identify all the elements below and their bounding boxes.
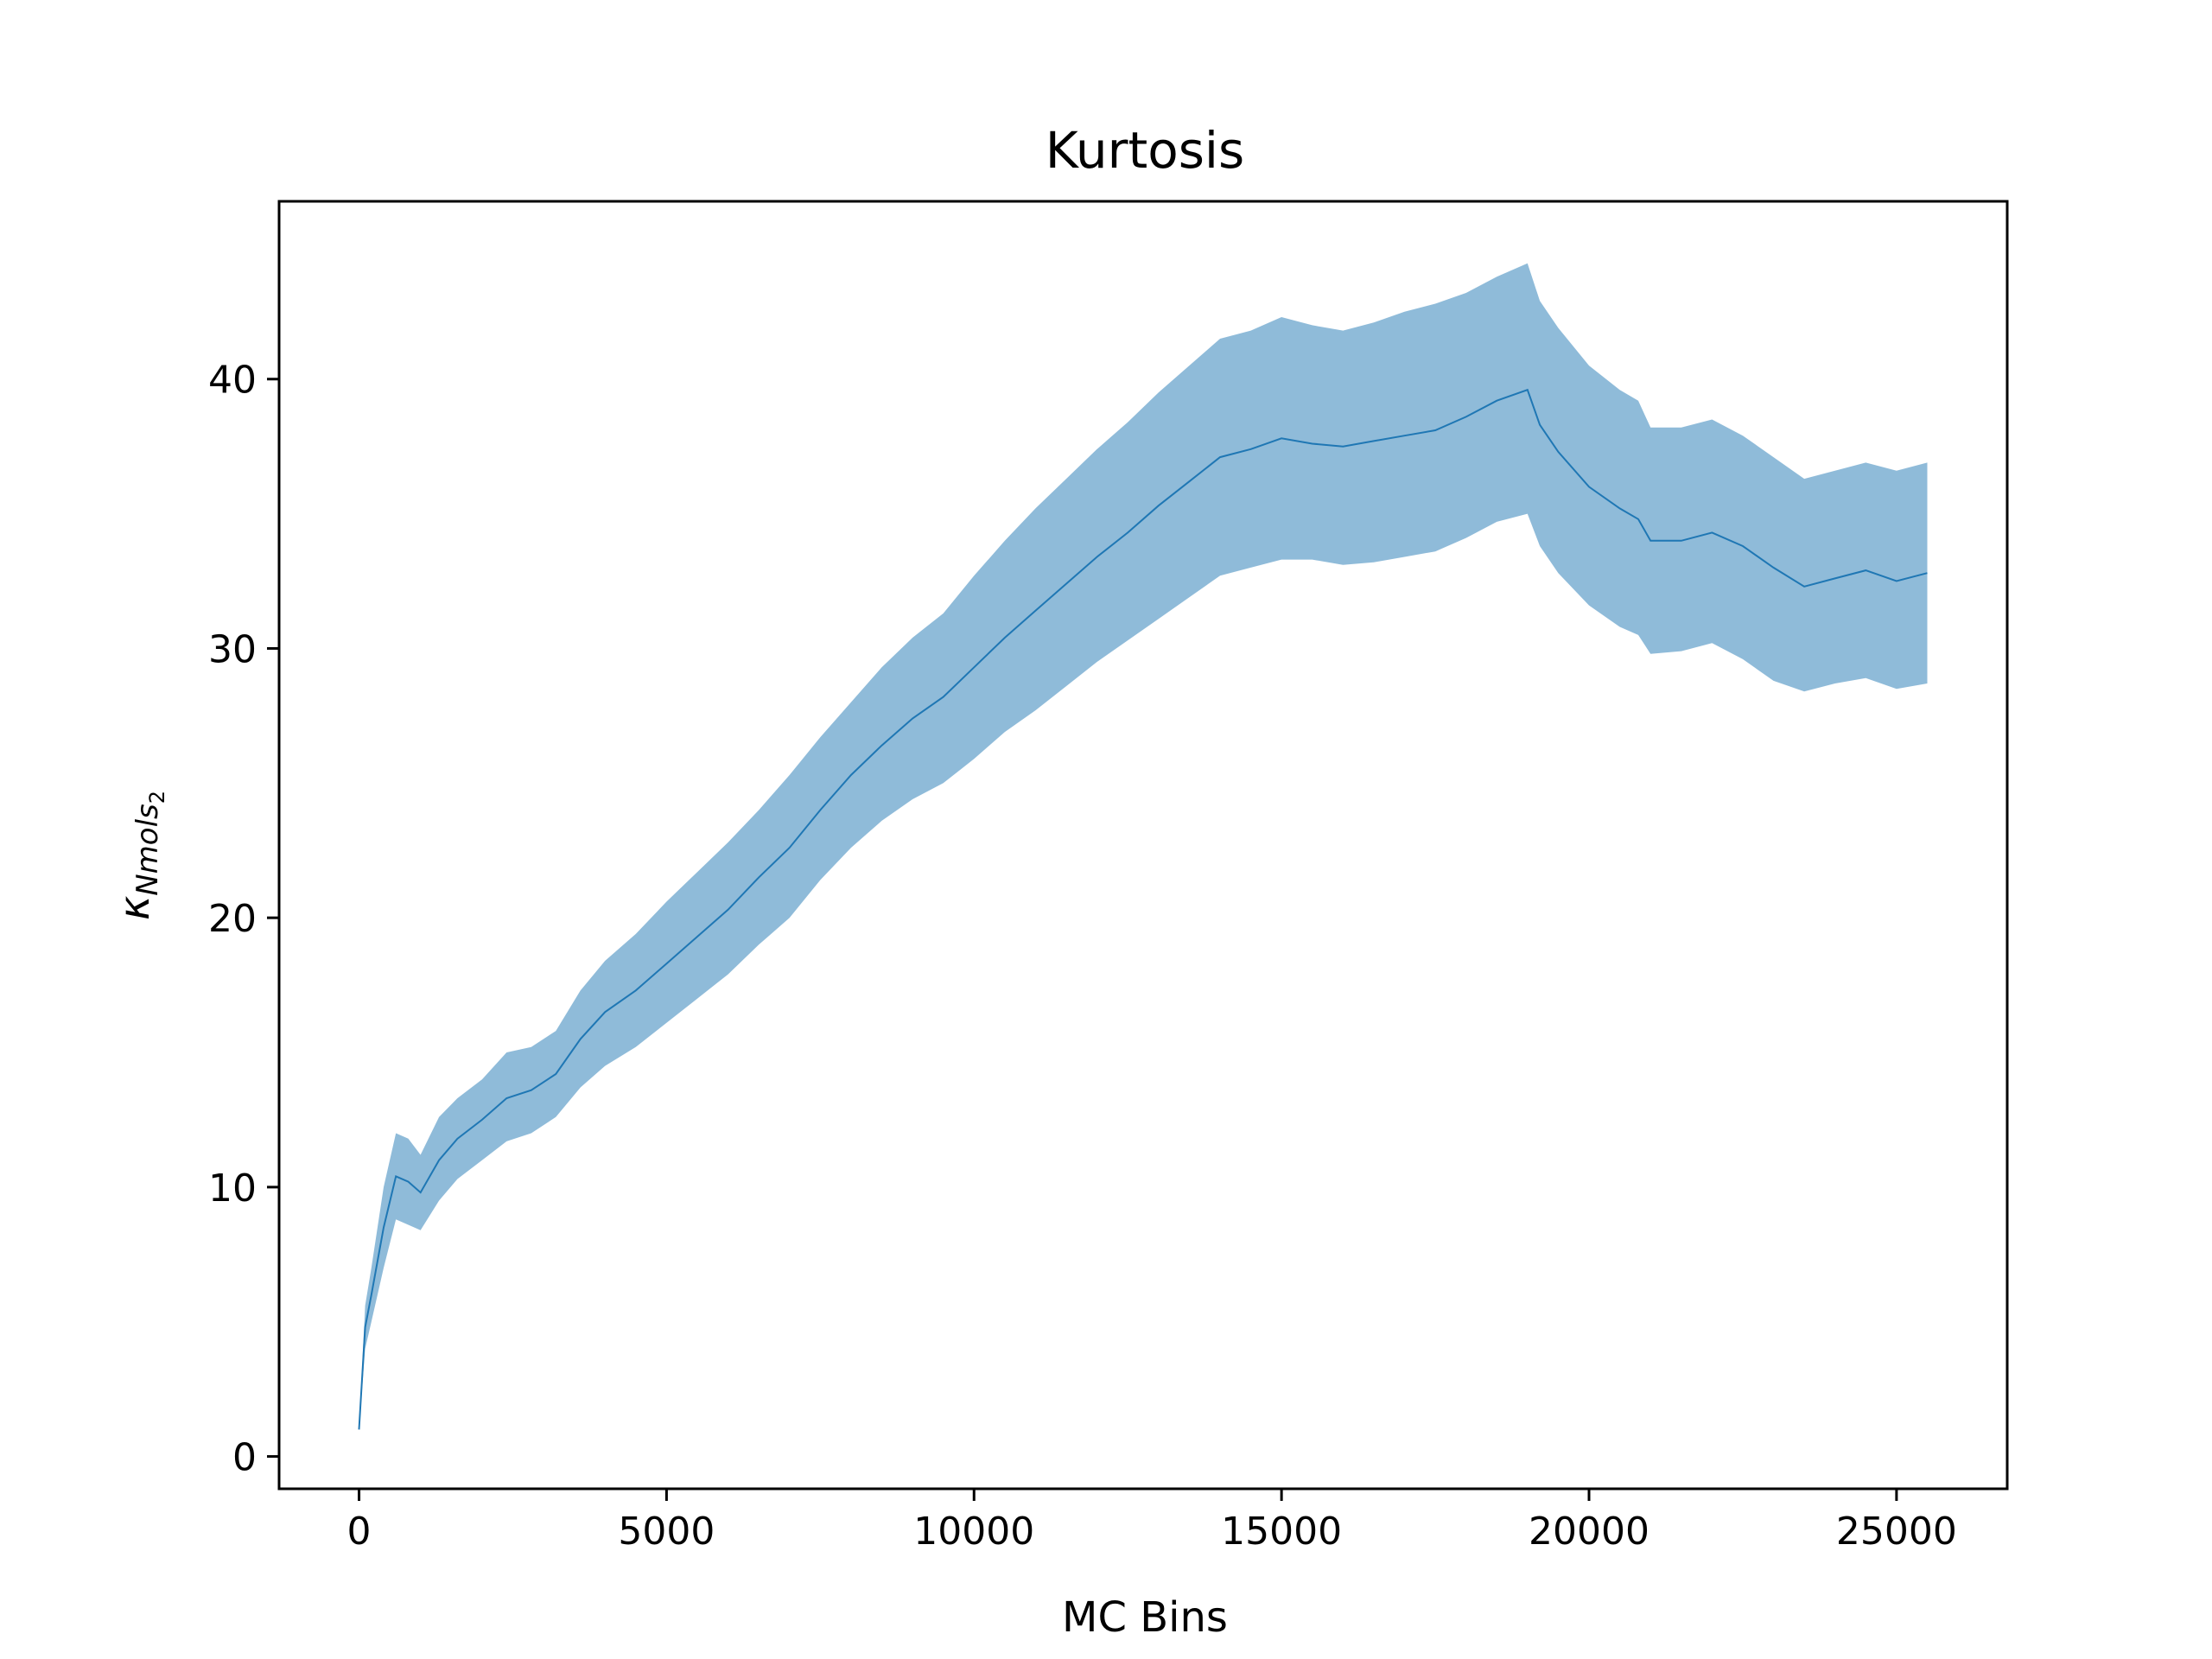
x-tick-label: 10000 <box>913 1510 1034 1554</box>
y-axis-label-subscript: Nmols <box>130 804 165 896</box>
y-axis: 0 10 20 30 40 <box>208 359 279 1480</box>
x-tick-label: 0 <box>347 1510 372 1554</box>
y-tick-label: 20 <box>208 897 257 941</box>
y-tick-label: 0 <box>232 1436 257 1480</box>
y-axis-label-base: κ <box>111 895 159 920</box>
y-tick-label: 30 <box>208 627 257 671</box>
x-axis-label: MC Bins <box>1062 1593 1228 1642</box>
chart-title: Kurtosis <box>1046 121 1245 180</box>
y-tick-label: 40 <box>208 359 257 403</box>
plot-frame <box>277 200 2009 1491</box>
x-axis: 0 5000 10000 15000 20000 25000 <box>347 1489 1957 1554</box>
y-axis-label: κNmols2 <box>111 791 169 920</box>
x-tick-label: 5000 <box>618 1510 715 1554</box>
x-tick-label: 15000 <box>1221 1510 1342 1554</box>
x-tick-label: 20000 <box>1529 1510 1649 1554</box>
plot-area <box>358 263 1928 1430</box>
y-axis-label-subsubscript: 2 <box>145 791 169 804</box>
x-tick-label: 25000 <box>1836 1510 1957 1554</box>
y-tick-label: 10 <box>208 1166 257 1211</box>
confidence-band <box>359 263 1928 1430</box>
series-line <box>358 388 1928 1430</box>
